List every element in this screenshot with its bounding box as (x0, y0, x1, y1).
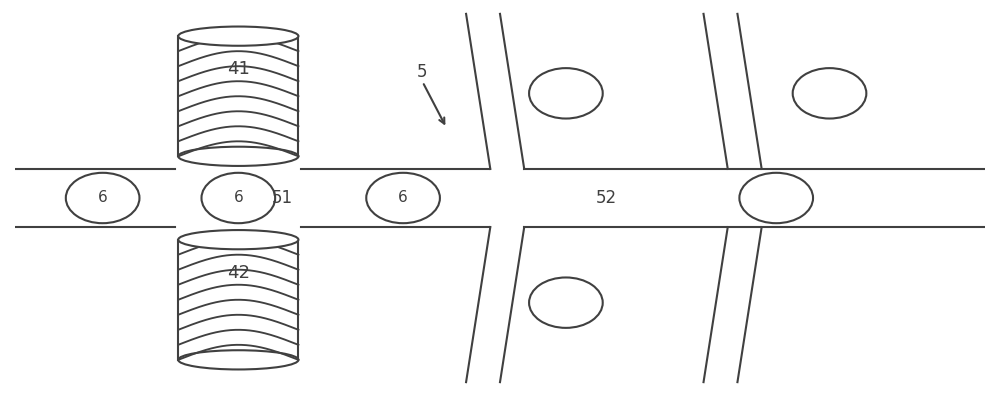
Ellipse shape (178, 147, 298, 166)
Ellipse shape (739, 173, 813, 223)
Ellipse shape (366, 173, 440, 223)
Text: 41: 41 (227, 60, 250, 78)
Ellipse shape (529, 68, 603, 118)
Text: 6: 6 (98, 190, 108, 206)
Ellipse shape (793, 68, 866, 118)
Text: 6: 6 (398, 190, 408, 206)
Text: 42: 42 (227, 264, 250, 282)
Text: 52: 52 (596, 189, 617, 207)
Ellipse shape (201, 173, 275, 223)
Ellipse shape (178, 350, 298, 369)
Ellipse shape (178, 27, 298, 46)
Ellipse shape (66, 173, 139, 223)
Text: 6: 6 (233, 190, 243, 206)
Ellipse shape (178, 230, 298, 249)
Ellipse shape (529, 278, 603, 328)
Text: 51: 51 (272, 189, 293, 207)
Text: 5: 5 (417, 63, 428, 81)
